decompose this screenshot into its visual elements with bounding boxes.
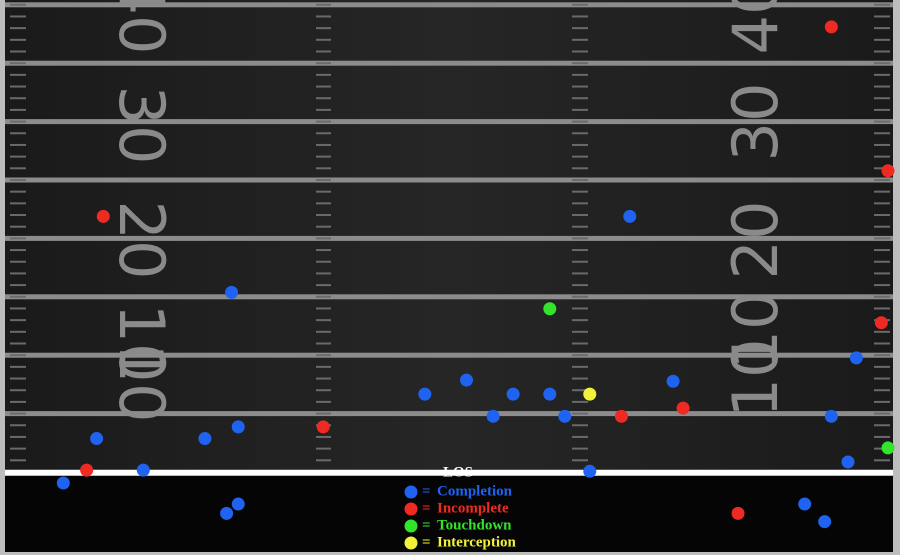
yard-line xyxy=(5,411,893,417)
pass-point xyxy=(543,302,557,316)
pass-point xyxy=(818,515,832,529)
backfield xyxy=(5,476,893,552)
pass-point xyxy=(316,420,330,434)
yard-line xyxy=(5,177,893,183)
pass-point xyxy=(80,463,94,477)
pass-point xyxy=(225,285,239,299)
pass-point xyxy=(558,409,572,423)
yard-line xyxy=(5,235,893,241)
pass-point xyxy=(824,409,838,423)
legend-prefix: = xyxy=(422,483,431,499)
pass-point xyxy=(614,409,628,423)
legend-entry: Touchdown xyxy=(437,517,512,533)
legend-entry: Interception xyxy=(437,534,517,550)
pass-point xyxy=(583,464,597,478)
pass-point xyxy=(418,387,432,401)
pass-point xyxy=(136,463,150,477)
pass-point xyxy=(666,374,680,388)
pass-point xyxy=(231,420,245,434)
pass-point xyxy=(96,209,110,223)
los-line xyxy=(5,470,893,475)
pass-point xyxy=(56,476,70,490)
field-number: 20 xyxy=(719,201,792,280)
legend-prefix: = xyxy=(422,517,431,533)
field-number: 20 xyxy=(105,201,178,280)
pass-point xyxy=(849,351,863,365)
yard-line xyxy=(5,60,893,66)
pass-point xyxy=(798,497,812,511)
pass-point xyxy=(506,387,520,401)
field-number: 10 xyxy=(719,339,792,418)
pass-point xyxy=(874,316,888,330)
pass-point xyxy=(231,497,245,511)
legend-marker xyxy=(404,502,418,516)
pass-point xyxy=(90,432,104,446)
pass-point xyxy=(881,164,895,178)
legend-marker xyxy=(404,519,418,533)
field-number: 40 xyxy=(719,0,792,54)
legend-marker xyxy=(404,485,418,499)
yard-line xyxy=(5,119,893,125)
yard-line xyxy=(5,2,893,8)
pass-point xyxy=(623,209,637,223)
legend-entry: Incomplete xyxy=(437,500,509,516)
legend-prefix: = xyxy=(422,500,431,516)
los-label: LOS xyxy=(443,464,473,480)
field-number: 30 xyxy=(719,83,792,162)
legend-prefix: = xyxy=(422,534,431,550)
legend-entry: Completion xyxy=(437,483,513,499)
field-number: 10 xyxy=(719,291,792,370)
pass-point xyxy=(881,441,895,455)
pass-point xyxy=(486,409,500,423)
field-number: 10 xyxy=(105,344,178,423)
field-number: 40 xyxy=(105,0,178,54)
yard-line xyxy=(5,352,893,358)
pass-point xyxy=(676,401,690,415)
legend-marker xyxy=(404,536,418,550)
yard-line xyxy=(5,294,893,300)
pass-point xyxy=(459,373,473,387)
pass-point xyxy=(220,506,234,520)
pass-point xyxy=(583,387,597,401)
pass-point xyxy=(731,506,745,520)
pass-point xyxy=(841,455,855,469)
pass-point xyxy=(198,432,212,446)
pass-point xyxy=(543,387,557,401)
pass-point xyxy=(824,20,838,34)
field-number: 30 xyxy=(105,86,178,165)
field-number: 10 xyxy=(105,304,178,383)
